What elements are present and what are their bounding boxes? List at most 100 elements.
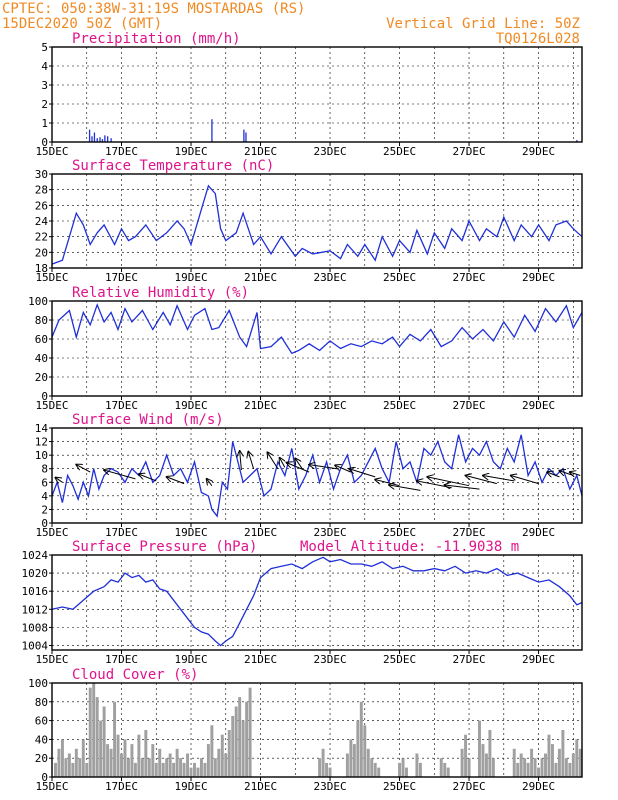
cloud-bar (359, 701, 363, 777)
humidity-title: Relative Humidity (%) (72, 285, 249, 301)
cloud-bar (147, 758, 151, 777)
wind-xtick-label: 19DEC (174, 526, 207, 539)
precipitation-bar (576, 140, 578, 142)
cloud-bar (550, 744, 554, 777)
cloud-bar (213, 758, 217, 777)
wind-ytick-label: 4 (41, 490, 48, 503)
humidity-xtick-label: 27DEC (452, 399, 485, 412)
precipitation-bar (245, 132, 247, 142)
cloud-bar (578, 748, 582, 777)
wind-xtick-label: 25DEC (383, 526, 416, 539)
humidity-xtick-label: 21DEC (244, 399, 277, 412)
temperature-xtick-label: 21DEC (244, 271, 277, 284)
precipitation-xtick-label: 15DEC (35, 145, 68, 158)
cloud-ytick-label: 60 (35, 715, 48, 728)
cloud-panel: 0 20 40 60 80 100 15DEC 17DEC 19DEC 21DEC 23DEC 25D… (28, 667, 583, 793)
cloud-bar (57, 748, 61, 777)
cloud-bar (328, 767, 332, 777)
wind-arrow (207, 479, 212, 486)
cloud-xtick-label: 23DEC (313, 780, 346, 793)
cloud-bar (210, 725, 214, 777)
cloud-bar (248, 687, 252, 777)
temperature-ytick-label: 24 (35, 215, 49, 228)
humidity-series-line (51, 302, 583, 355)
cloud-bar (540, 758, 544, 777)
precipitation-ytick-label: 1 (41, 117, 48, 130)
cloud-bar (106, 744, 110, 777)
cloud-bar (158, 748, 162, 777)
cloud-bar (95, 697, 99, 777)
precipitation-bar (110, 138, 112, 142)
humidity-xtick-label: 23DEC (313, 399, 346, 412)
wind-ytick-label: 0 (41, 517, 48, 530)
temperature-xtick-label: 23DEC (313, 271, 346, 284)
cloud-bar (401, 758, 405, 777)
cloud-bar (99, 720, 103, 777)
cloud-bar (109, 748, 113, 777)
pressure-ytick-label: 1020 (22, 567, 49, 580)
pressure-xtick-label: 25DEC (383, 653, 416, 666)
precipitation-bar (101, 139, 104, 142)
cloud-bar (318, 758, 322, 777)
cloud-bar (554, 762, 558, 777)
precipitation-ytick-label: 0 (41, 136, 48, 149)
cloud-bar (67, 753, 71, 777)
wind-arrow (547, 472, 560, 477)
cloud-bar (446, 767, 450, 777)
precipitation-title: Precipitation (mm/h) (72, 31, 241, 47)
wind-arrow (427, 477, 470, 487)
cloud-bar (175, 748, 179, 777)
precipitation-bar (91, 136, 93, 142)
temperature-xtick-label: 15DEC (35, 271, 68, 284)
cloud-bar (377, 767, 381, 777)
cloud-bar (53, 762, 57, 777)
cloud-bar (467, 758, 471, 777)
precipitation-bar (211, 119, 213, 142)
cloud-bar (512, 748, 516, 777)
cloud-bar (398, 762, 402, 777)
cloud-bar (116, 734, 120, 777)
wind-ytick-label: 2 (41, 503, 48, 516)
cloud-bar (78, 758, 82, 777)
temperature-xtick-label: 27DEC (452, 271, 485, 284)
precipitation-ytick-label: 4 (41, 60, 48, 73)
humidity-ytick-label: 0 (41, 390, 48, 403)
pressure-xtick-label: 29DEC (522, 653, 555, 666)
cloud-bar (366, 748, 370, 777)
cloud-xtick-label: 19DEC (174, 780, 207, 793)
cloud-bar (439, 758, 443, 777)
wind-xtick-label: 29DEC (522, 526, 555, 539)
cloud-bar (373, 762, 377, 777)
cloud-bar (245, 701, 249, 777)
temperature-xtick-label: 19DEC (174, 271, 207, 284)
wind-arrow (483, 476, 515, 482)
header-run-date: 15DEC2020 50Z (GMT) (2, 16, 162, 32)
precipitation-bar (243, 129, 245, 142)
cloud-bar (530, 748, 534, 777)
cloud-bar (349, 739, 353, 777)
cloud-xtick-label: 15DEC (35, 780, 68, 793)
cloud-ytick-label: 20 (35, 752, 48, 765)
cloud-bar (477, 720, 481, 777)
wind-arrow (104, 470, 136, 480)
wind-arrow (55, 478, 63, 483)
cloud-bar (71, 762, 75, 777)
humidity-ytick-label: 80 (35, 314, 48, 327)
cloud-bar (161, 762, 165, 777)
temperature-ytick-label: 26 (35, 199, 48, 212)
cloud-bar (186, 753, 190, 777)
temperature-title: Surface Temperature (nC) (72, 158, 274, 174)
temperature-panel: 18 20 22 24 26 28 30 15DEC 17DEC 19DEC 21DEC 23DEC 2… (35, 158, 583, 284)
temperature-xtick-label: 25DEC (383, 271, 416, 284)
cloud-bar (363, 725, 367, 777)
precipitation-bar (96, 138, 98, 142)
pressure-xtick-label: 19DEC (174, 653, 207, 666)
cloud-bar (113, 701, 117, 777)
humidity-ytick-label: 20 (35, 371, 48, 384)
wind-arrow (570, 472, 581, 475)
cloud-bar (199, 758, 203, 777)
pressure-series-line (51, 556, 583, 647)
precipitation-bar (107, 136, 109, 142)
humidity-xtick-label: 25DEC (383, 399, 416, 412)
